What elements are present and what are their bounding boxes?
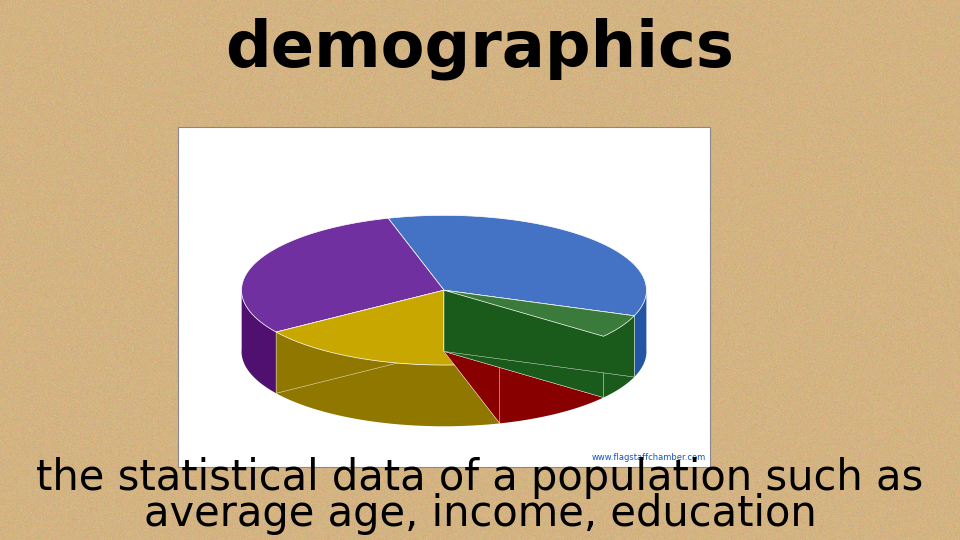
Polygon shape	[444, 290, 604, 397]
Text: average age, income, education: average age, income, education	[144, 493, 816, 535]
Text: the statistical data of a population such as: the statistical data of a population suc…	[36, 457, 924, 499]
Polygon shape	[388, 215, 646, 316]
Text: www.flagstaffchamber.com: www.flagstaffchamber.com	[591, 453, 706, 462]
Polygon shape	[444, 290, 500, 423]
Polygon shape	[500, 336, 604, 423]
Text: demographics: demographics	[226, 17, 734, 80]
Polygon shape	[242, 288, 276, 393]
Polygon shape	[635, 288, 646, 377]
Polygon shape	[444, 290, 500, 423]
Polygon shape	[276, 290, 444, 393]
Bar	[178, 127, 710, 467]
Polygon shape	[444, 290, 635, 377]
Polygon shape	[604, 316, 635, 397]
Polygon shape	[444, 290, 604, 362]
Polygon shape	[276, 290, 500, 365]
Polygon shape	[444, 290, 604, 397]
Polygon shape	[242, 218, 444, 332]
Polygon shape	[444, 290, 635, 336]
Polygon shape	[444, 290, 635, 377]
Polygon shape	[276, 332, 500, 426]
Polygon shape	[276, 290, 444, 393]
